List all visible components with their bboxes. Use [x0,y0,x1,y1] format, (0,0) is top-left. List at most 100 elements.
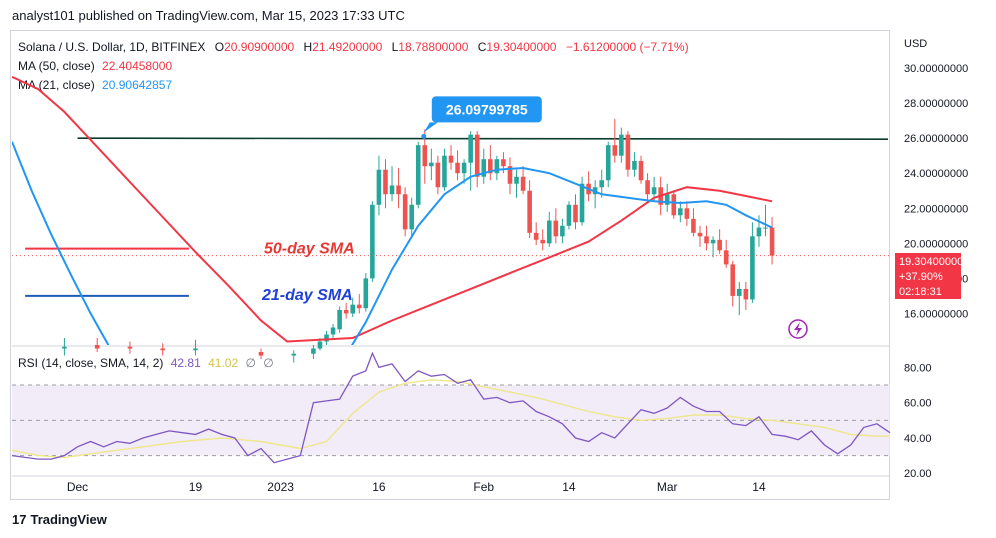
candle-body [370,204,375,279]
bar-countdown: 02:18:31 [899,286,942,298]
candle-body [514,176,519,184]
time-tick-label: 14 [752,480,766,494]
candle-body [763,227,768,229]
price-tick-label: 22.00000000 [904,203,968,215]
rsi-sma-value: 41.02 [208,356,239,370]
time-tick-label: 14 [562,480,576,494]
candle-body [494,159,500,174]
candle-body [350,304,356,314]
candle-body [356,304,362,309]
tv-logo-icon: 17 [12,512,27,527]
time-tick-label: Feb [473,480,494,494]
price-tick-label: 24.00000000 [904,168,968,180]
price-change-pct: +37.90% [899,271,943,283]
candle-body [402,194,408,230]
candle-body [415,145,421,205]
candle-body [461,162,467,174]
close-value: 19.30400000 [486,40,557,54]
tv-brand: TradingView [30,512,107,527]
candle-body [737,288,742,296]
candle-body [671,194,677,216]
candle-body [193,348,198,351]
rsi-label: RSI (14, close, SMA, 14, 2) [18,356,164,370]
published-header: analyst101 published on TradingView.com,… [12,8,405,23]
peak-callout-box [431,96,542,123]
rsi-tick-label: 20.00 [904,468,932,480]
candle-body [317,341,323,349]
candle-body [756,227,762,237]
candle-body [422,145,428,167]
symbol-name: Solana / U.S. Dollar, 1D, BITFINEX [18,40,206,54]
open-value: 20.90900000 [224,40,295,54]
price-tick-label: 28.00000000 [904,98,968,110]
candle-body [678,208,683,216]
time-tick-label: Mar [657,480,678,494]
low-label: L [391,40,399,54]
candle-body [330,327,336,335]
candle-body [429,162,434,167]
rsi-line [11,351,891,464]
candle-body [540,239,546,244]
symbol-legend: Solana / U.S. Dollar, 1D, BITFINEX O20.9… [18,40,689,54]
candle-body [750,236,755,300]
candle-body [743,288,749,300]
rsi-sma-line [11,379,890,459]
candle-body [488,159,493,174]
lightning-bolt-icon [794,322,802,336]
candle-body [311,348,316,354]
candle-body [455,162,460,174]
candle-body [396,185,401,195]
close-label: C [477,40,487,54]
ma50-legend: MA (50, close) 22.40458000 [18,59,172,73]
price-tick-label: 30.00000000 [904,63,968,75]
sma50-annotation: 50-day SMA [264,241,355,258]
candle-body [560,225,565,237]
candle-body [599,180,604,188]
high-label: H [303,40,313,54]
rsi-empty-2: ∅ [263,356,274,370]
candle-body [553,220,559,237]
candle-body [435,162,441,188]
candle-body [520,176,526,191]
candle-body [632,160,637,170]
open-label: O [214,40,225,54]
sma21-annotation: 21-day SMA [261,287,353,304]
candle-body [612,145,618,156]
ma21-value: 20.90642857 [102,78,173,92]
rsi-tick-label: 80.00 [904,362,932,374]
candle-body [291,353,297,356]
resistance-line [77,137,889,140]
candle-body [691,218,696,233]
ma50-line [12,75,773,343]
candle-body [448,155,454,163]
peak-callout-value: 26.09799785 [446,101,528,117]
candle-body [664,194,670,205]
candle-body [389,185,395,195]
candle-body [383,169,388,195]
candle-body [723,250,729,265]
candle-body [62,346,67,349]
candle-body [376,169,382,205]
rsi-tick-label: 40.00 [904,433,932,445]
rsi-empty-1: ∅ [245,356,256,370]
candle-body [717,239,722,251]
candle-body [258,352,264,356]
candle-body [527,190,532,233]
candle-body [625,134,631,170]
high-value: 21.49200000 [312,40,383,54]
price-tick-label: 16.00000000 [904,308,968,320]
candle-body [474,134,480,177]
candle-body [442,155,447,188]
peak-callout-pointer [423,122,438,133]
price-tick-label: 26.00000000 [904,133,968,145]
candle-body [546,220,552,244]
candle-body [94,345,100,349]
candle-body [566,204,572,226]
last-price-label: 19.30400000 +37.90% 02:18:31 [895,253,963,299]
candle-body [579,183,585,223]
candle-body [769,227,775,256]
change-value: −1.61200000 (−7.71%) [565,40,689,54]
candle-body [468,134,473,163]
rsi-legend: RSI (14, close, SMA, 14, 2) 42.81 41.02 … [18,356,274,370]
